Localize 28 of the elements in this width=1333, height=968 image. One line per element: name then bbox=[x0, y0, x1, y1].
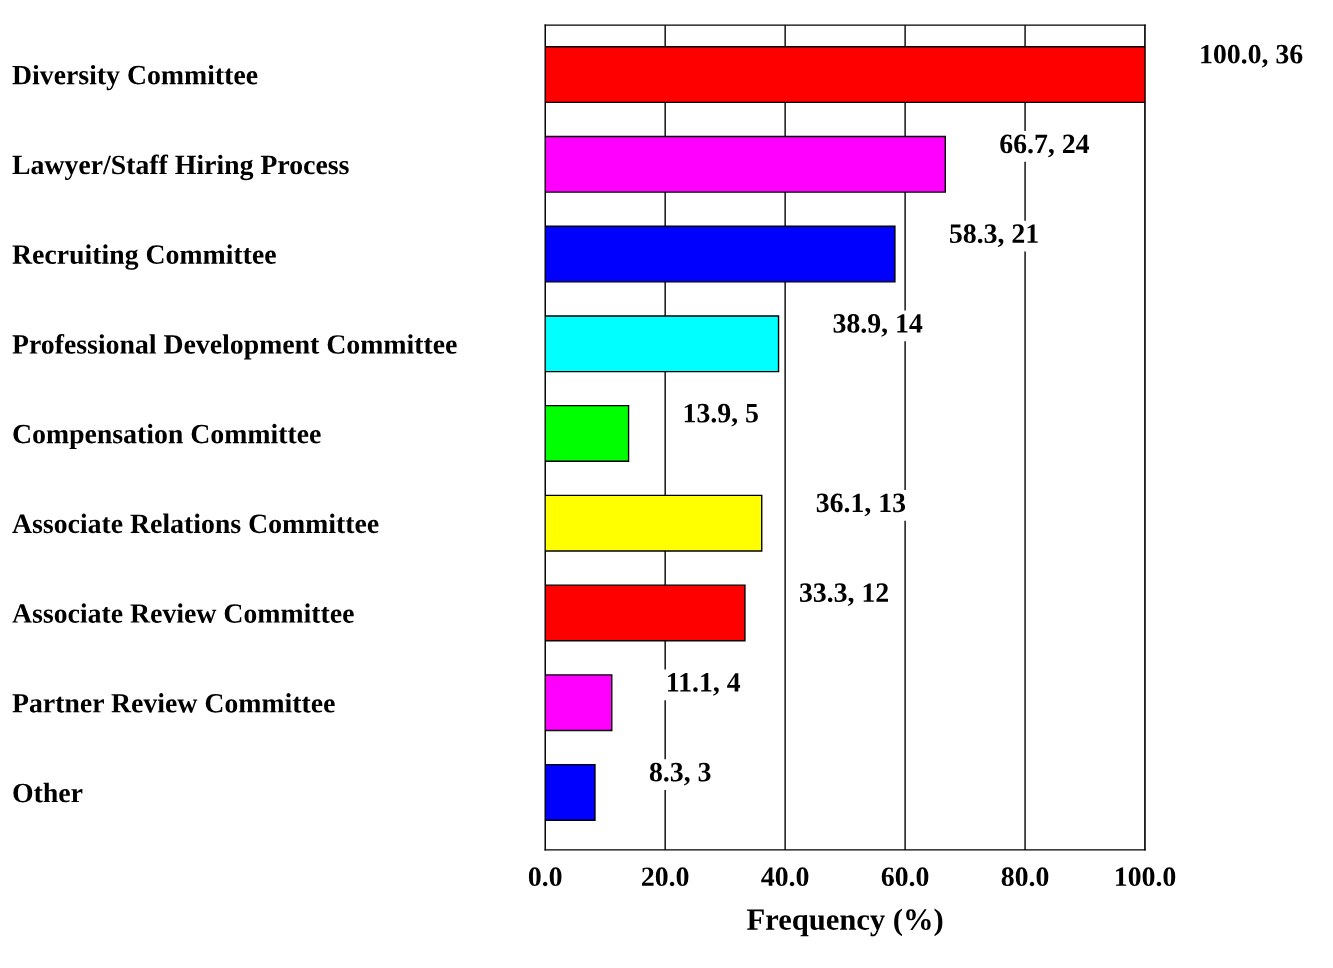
data-label: 66.7, 24 bbox=[1000, 134, 1090, 158]
y-tick-label: Associate Review Committee bbox=[12, 603, 354, 623]
data-label: 8.3, 3 bbox=[649, 762, 711, 786]
bar bbox=[545, 404, 630, 463]
x-tick-label: 100.0 bbox=[1116, 867, 1176, 887]
y-tick-label: Compensation Committee bbox=[13, 423, 321, 450]
x-tick-label: 40.0 bbox=[761, 867, 809, 887]
bar bbox=[545, 763, 596, 821]
data-label: 100.0, 36 bbox=[1201, 44, 1303, 68]
x-axis-title: Frequency (%) bbox=[747, 908, 943, 937]
y-tick-label: Professional Development Committee bbox=[12, 333, 457, 360]
data-label: 11.1, 4 bbox=[667, 673, 741, 696]
x-tick-label: 0.0 bbox=[528, 867, 562, 887]
data-label: 33.3, 12 bbox=[799, 583, 889, 607]
x-tick-label: 80.0 bbox=[1001, 867, 1049, 887]
data-label: 58.3, 21 bbox=[950, 224, 1038, 248]
x-tick-label: 60.0 bbox=[881, 867, 929, 887]
y-tick-label: Diversity Committee bbox=[12, 64, 258, 91]
y-tick-label: Recruiting Committee bbox=[12, 244, 276, 270]
y-tick-label: Other bbox=[13, 782, 83, 803]
data-label: 38.9, 14 bbox=[833, 314, 923, 337]
y-tick-label: Partner Review Committee bbox=[12, 693, 335, 713]
y-tick-label: Lawyer/Staff Hiring Process bbox=[12, 154, 349, 181]
data-label: 13.9, 5 bbox=[684, 403, 758, 427]
y-tick-label: Associate Relations Committee bbox=[12, 513, 379, 534]
x-tick-label: 20.0 bbox=[642, 867, 689, 887]
bar bbox=[545, 674, 613, 732]
data-label: 36.1, 13 bbox=[816, 493, 906, 517]
